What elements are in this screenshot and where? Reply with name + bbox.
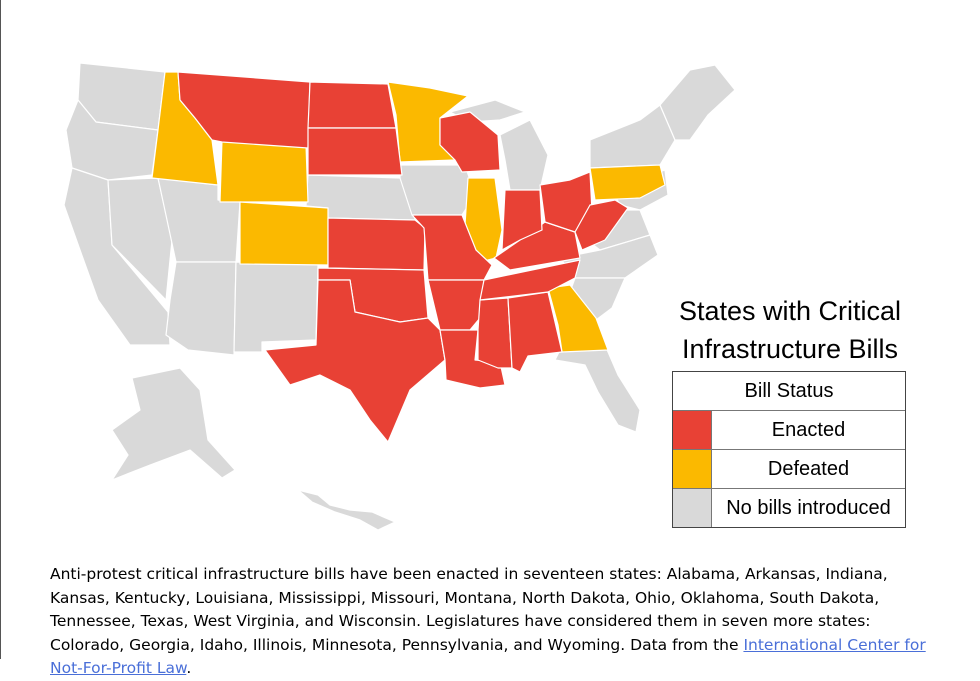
state-nevada: [107, 177, 173, 301]
state-new-england: [659, 64, 736, 141]
state-louisiana: [439, 329, 506, 389]
caption-text: Anti-protest critical infrastructure bil…: [50, 565, 888, 654]
state-michigan: [499, 119, 549, 191]
state-new-mexico: [233, 261, 319, 353]
caption-end: .: [186, 659, 192, 677]
legend-item-enacted: Enacted: [673, 411, 905, 450]
caption: Anti-protest critical infrastructure bil…: [50, 563, 930, 681]
frame-border: [0, 0, 1, 659]
map-title-line1: States with Critical: [678, 296, 902, 326]
state-wyoming: [219, 139, 309, 203]
state-indiana: [501, 189, 543, 251]
state-mississippi: [477, 297, 513, 369]
legend-label-enacted: Enacted: [771, 419, 846, 441]
state-north-dakota: [307, 81, 397, 129]
legend-swatch-enacted: [673, 411, 712, 449]
legend-item-defeated: Defeated: [673, 450, 905, 489]
legend: Bill Status Enacted Defeated No bills in…: [672, 371, 906, 528]
legend-swatch-defeated: [673, 450, 712, 488]
state-georgia: [547, 284, 609, 353]
legend-label-defeated: Defeated: [767, 458, 850, 480]
us-map: [63, 62, 736, 531]
map-title: States with Critical Infrastructure Bill…: [640, 292, 940, 368]
state-texas: [264, 279, 446, 443]
state-hawaii: [297, 489, 396, 531]
state-arizona: [165, 261, 237, 356]
state-west-virginia: [574, 199, 629, 251]
state-oregon: [65, 99, 159, 181]
state-alaska: [111, 367, 236, 481]
map-title-line2: Infrastructure Bills: [681, 334, 899, 364]
state-tennessee: [479, 259, 581, 301]
state-kansas: [327, 217, 426, 271]
legend-item-no-bills: No bills introduced: [673, 489, 905, 527]
state-new-york: [589, 104, 676, 169]
legend-header: Bill Status: [673, 372, 905, 411]
state-south-dakota: [307, 127, 403, 176]
state-wisconsin: [439, 111, 501, 173]
state-arkansas: [427, 279, 485, 331]
state-florida: [554, 344, 641, 433]
legend-label-no-bills: No bills introduced: [726, 497, 891, 519]
legend-swatch-no-bills: [673, 489, 712, 527]
state-pennsylvania: [589, 164, 666, 201]
state-colorado: [239, 201, 329, 266]
state-missouri: [411, 214, 493, 281]
